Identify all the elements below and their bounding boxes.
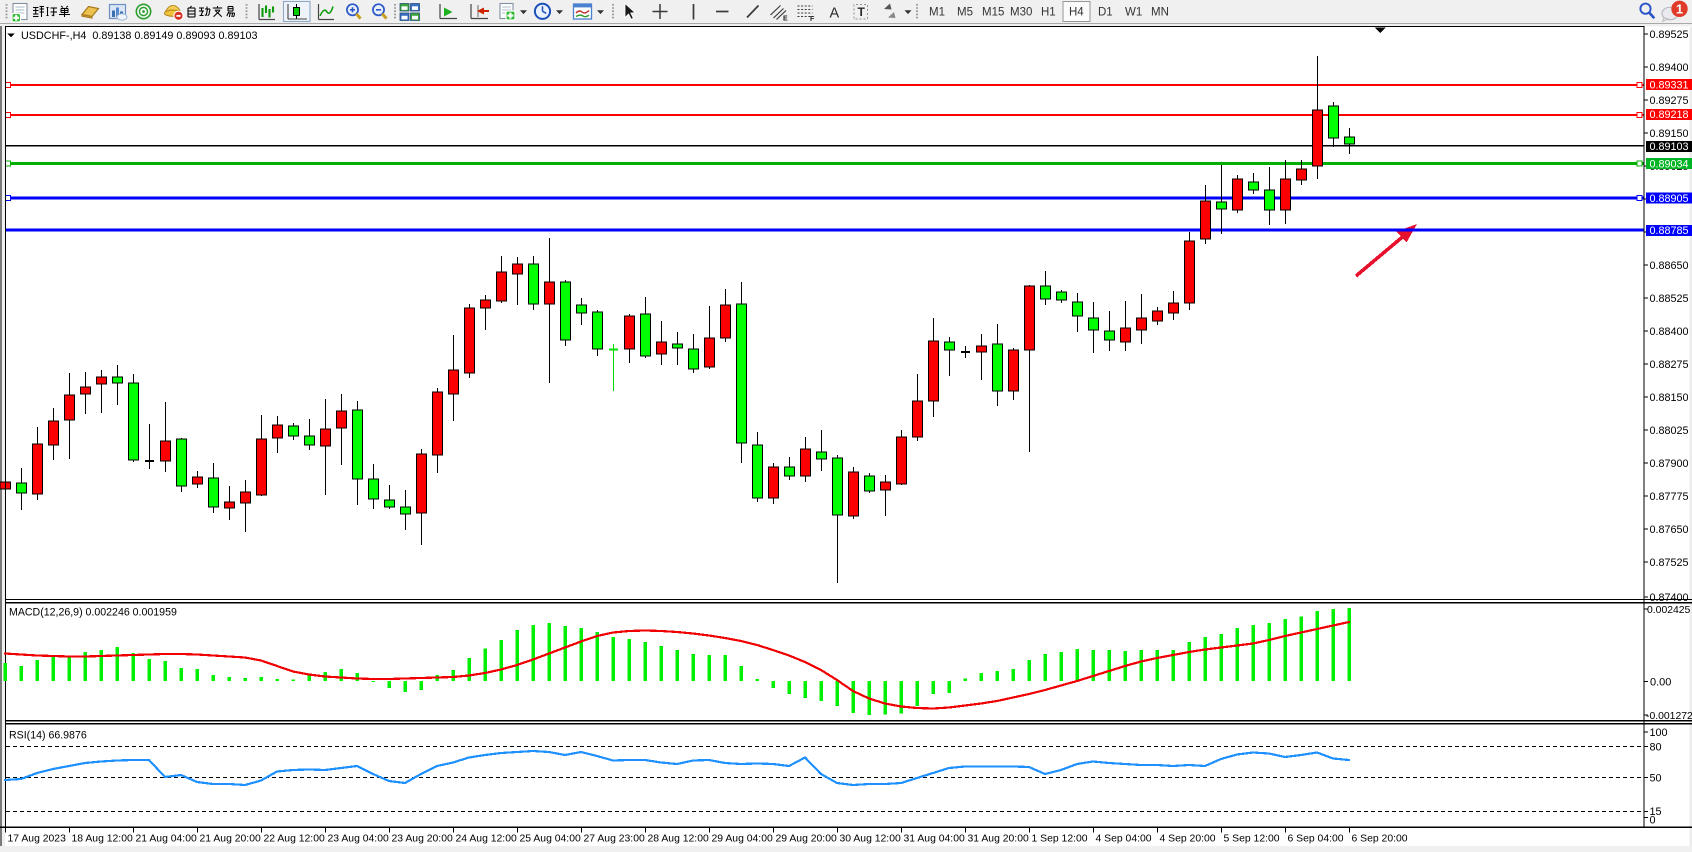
svg-text:80: 80 [1650,741,1662,753]
svg-text:0.89331: 0.89331 [1650,80,1689,92]
svg-text:MACD(12,26,9) 0.002246 0.00195: MACD(12,26,9) 0.002246 0.001959 [9,607,177,619]
svg-text:0: 0 [1650,815,1656,827]
svg-text:0.88785: 0.88785 [1650,225,1689,237]
svg-text:31 Aug 04:00: 31 Aug 04:00 [904,834,965,845]
svg-text:0.87650: 0.87650 [1650,524,1689,536]
svg-text:M30: M30 [1010,7,1032,19]
svg-text:0.89400: 0.89400 [1650,62,1689,74]
svg-text:0.88400: 0.88400 [1650,326,1689,338]
svg-text:24 Aug 12:00: 24 Aug 12:00 [456,834,517,845]
svg-text:0.87900: 0.87900 [1650,458,1689,470]
svg-text:31 Aug 20:00: 31 Aug 20:00 [968,834,1029,845]
svg-text:-0.001272: -0.001272 [1646,711,1692,722]
svg-text:4 Sep 04:00: 4 Sep 04:00 [1096,834,1152,845]
svg-text:0.87400: 0.87400 [1650,592,1689,604]
svg-text:0.88525: 0.88525 [1650,293,1689,305]
svg-text:0.89034: 0.89034 [1650,159,1689,171]
svg-text:30 Aug 12:00: 30 Aug 12:00 [840,834,901,845]
svg-text:H1: H1 [1041,7,1056,19]
svg-text:4 Sep 20:00: 4 Sep 20:00 [1160,834,1216,845]
svg-text:22 Aug 12:00: 22 Aug 12:00 [264,834,325,845]
svg-text:1 Sep 12:00: 1 Sep 12:00 [1032,834,1088,845]
svg-text:T: T [858,5,866,19]
svg-text:6 Sep 20:00: 6 Sep 20:00 [1352,834,1408,845]
svg-text:0.87775: 0.87775 [1650,491,1689,503]
svg-text:1: 1 [1676,1,1683,16]
svg-text:5 Sep 12:00: 5 Sep 12:00 [1224,834,1280,845]
svg-text:H4: H4 [1069,7,1084,19]
svg-text:0.88650: 0.88650 [1650,260,1689,272]
svg-text:0.89218: 0.89218 [1650,109,1689,121]
svg-text:M1: M1 [929,7,945,19]
svg-text:F: F [810,16,815,23]
svg-text:W1: W1 [1125,7,1142,19]
svg-text:0.89150: 0.89150 [1650,128,1689,140]
svg-text:RSI(14) 66.9876: RSI(14) 66.9876 [9,730,87,742]
svg-text:0.89525: 0.89525 [1650,29,1689,41]
svg-text:USDCHF-,H4 0.89138 0.89149 0.: USDCHF-,H4 0.89138 0.89149 0.89093 0.891… [21,30,258,42]
svg-text:23 Aug 04:00: 23 Aug 04:00 [328,834,389,845]
svg-text:6 Sep 04:00: 6 Sep 04:00 [1288,834,1344,845]
svg-text:29 Aug 20:00: 29 Aug 20:00 [776,834,837,845]
svg-text:M15: M15 [982,7,1004,19]
svg-text:0.88905: 0.88905 [1650,193,1689,205]
svg-text:21 Aug 20:00: 21 Aug 20:00 [200,834,261,845]
svg-text:0.89103: 0.89103 [1650,141,1689,153]
svg-text:0.88150: 0.88150 [1650,392,1689,404]
svg-text:A: A [830,6,840,22]
svg-text:0.88275: 0.88275 [1650,359,1689,371]
svg-text:25 Aug 04:00: 25 Aug 04:00 [520,834,581,845]
svg-text:23 Aug 20:00: 23 Aug 20:00 [392,834,453,845]
svg-text:27 Aug 23:00: 27 Aug 23:00 [584,834,645,845]
svg-text:E: E [783,16,788,23]
svg-text:D1: D1 [1098,7,1113,19]
svg-text:50: 50 [1650,772,1662,784]
svg-text:0.87525: 0.87525 [1650,557,1689,569]
svg-text:100: 100 [1650,727,1668,739]
svg-text:15: 15 [1650,806,1662,818]
svg-text:MN: MN [1151,7,1169,19]
svg-text:M5: M5 [957,7,973,19]
svg-text:29 Aug 04:00: 29 Aug 04:00 [712,834,773,845]
svg-text:17 Aug 2023: 17 Aug 2023 [8,834,67,845]
svg-text:0.88025: 0.88025 [1650,425,1689,437]
svg-text:0.00: 0.00 [1650,677,1671,689]
svg-text:0.002425: 0.002425 [1647,605,1691,616]
svg-text:18 Aug 12:00: 18 Aug 12:00 [72,834,133,845]
svg-text:21 Aug 04:00: 21 Aug 04:00 [136,834,197,845]
svg-text:0.89275: 0.89275 [1650,95,1689,107]
svg-text:28 Aug 12:00: 28 Aug 12:00 [648,834,709,845]
